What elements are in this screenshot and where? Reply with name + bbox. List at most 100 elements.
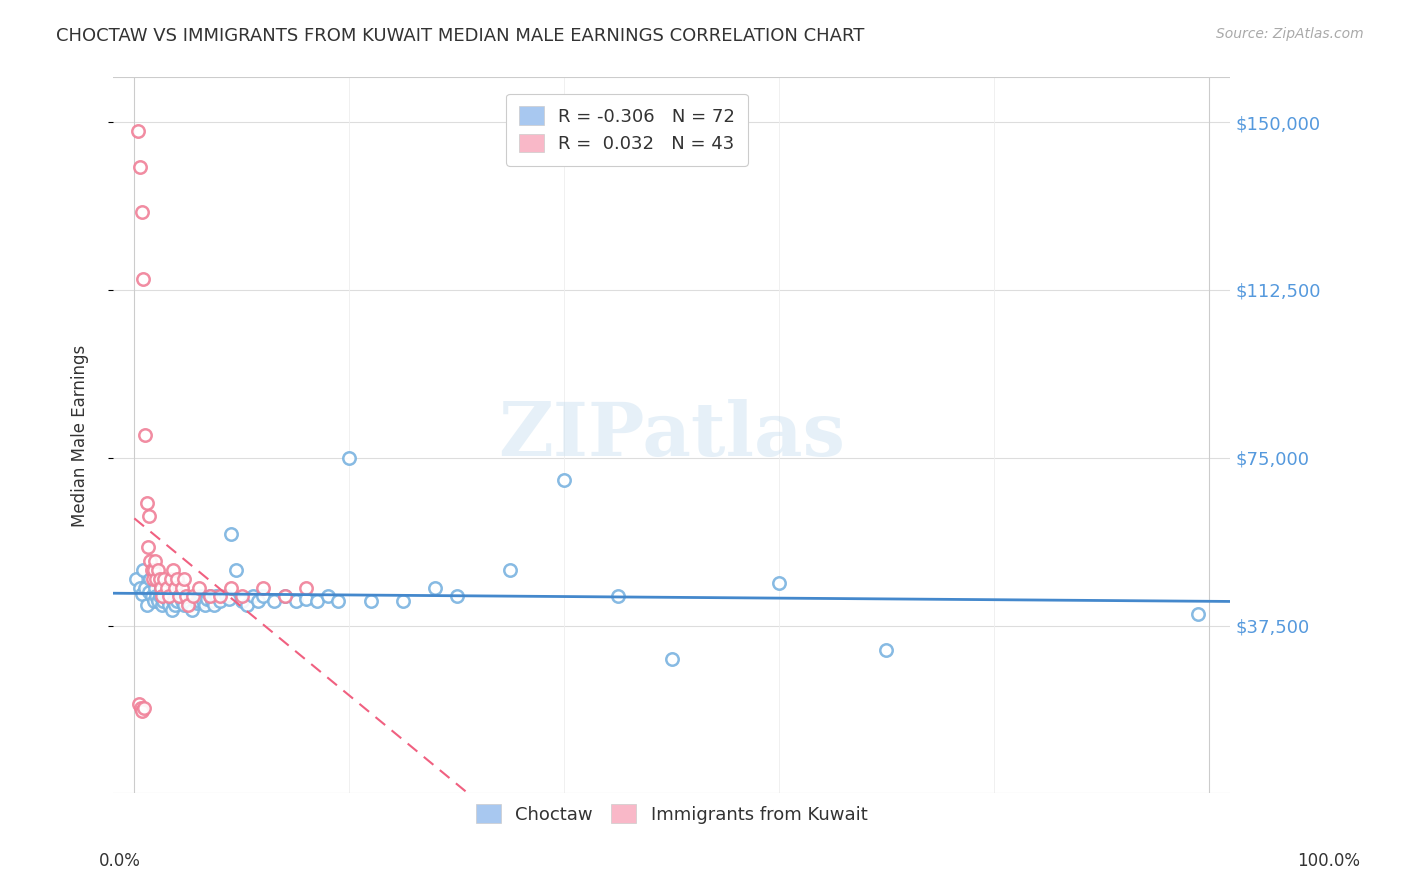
Point: [174, 590, 197, 604]
Point: [160, 572, 183, 586]
Point: [183, 590, 205, 604]
Point: [153, 572, 176, 586]
Text: 0.0%: 0.0%: [98, 852, 141, 870]
Point: [246, 594, 269, 608]
Point: [169, 590, 191, 604]
Point: [149, 572, 172, 586]
Point: [252, 590, 274, 604]
Point: [136, 495, 159, 509]
Point: [155, 581, 177, 595]
Point: [194, 599, 217, 613]
Point: [231, 590, 253, 604]
Point: [499, 563, 522, 577]
Point: [128, 160, 150, 174]
Point: [337, 450, 360, 465]
Point: [162, 594, 184, 608]
Point: [142, 572, 165, 586]
Point: [197, 591, 219, 606]
Point: [150, 590, 173, 604]
Point: [149, 590, 172, 604]
Point: [143, 554, 166, 568]
Point: [166, 572, 188, 586]
Point: [153, 590, 176, 604]
Point: [132, 701, 155, 715]
Point: [1187, 607, 1209, 622]
Point: [131, 587, 153, 601]
Point: [209, 590, 232, 604]
Point: [236, 599, 259, 613]
Point: [201, 594, 224, 608]
Point: [606, 590, 628, 604]
Point: [173, 572, 195, 586]
Point: [274, 590, 297, 604]
Point: [139, 572, 162, 586]
Point: [181, 603, 204, 617]
Point: [134, 581, 156, 595]
Point: [274, 590, 297, 604]
Point: [209, 594, 232, 608]
Point: [146, 594, 169, 608]
Point: [173, 599, 195, 613]
Point: [205, 590, 228, 604]
Point: [316, 590, 339, 604]
Point: [142, 594, 165, 608]
Point: [215, 590, 238, 604]
Point: [150, 581, 173, 595]
Point: [242, 590, 264, 604]
Point: [128, 697, 150, 711]
Point: [198, 590, 221, 604]
Point: [284, 594, 307, 608]
Point: [132, 272, 155, 286]
Point: [131, 204, 153, 219]
Point: [553, 473, 575, 487]
Point: [202, 599, 225, 613]
Point: [252, 581, 274, 595]
Point: [661, 652, 683, 666]
Point: [166, 594, 188, 608]
Point: [125, 572, 148, 586]
Point: [425, 581, 447, 595]
Point: [169, 590, 191, 604]
Point: [187, 594, 209, 608]
Text: Source: ZipAtlas.com: Source: ZipAtlas.com: [1216, 27, 1364, 41]
Point: [141, 590, 163, 604]
Point: [138, 508, 160, 523]
Point: [129, 701, 152, 715]
Point: [160, 590, 183, 604]
Point: [136, 599, 159, 613]
Point: [132, 563, 155, 577]
Point: [143, 581, 166, 595]
Point: [191, 594, 214, 608]
Point: [177, 594, 200, 608]
Text: 100.0%: 100.0%: [1298, 852, 1360, 870]
Point: [152, 594, 174, 608]
Legend: Choctaw, Immigrants from Kuwait: Choctaw, Immigrants from Kuwait: [465, 793, 879, 834]
Point: [219, 526, 242, 541]
Point: [177, 599, 200, 613]
Point: [131, 704, 153, 718]
Text: CHOCTAW VS IMMIGRANTS FROM KUWAIT MEDIAN MALE EARNINGS CORRELATION CHART: CHOCTAW VS IMMIGRANTS FROM KUWAIT MEDIAN…: [56, 27, 865, 45]
Point: [141, 563, 163, 577]
Point: [360, 594, 382, 608]
Point: [170, 594, 193, 608]
Point: [150, 599, 173, 613]
Point: [139, 554, 162, 568]
Point: [134, 428, 156, 442]
Point: [183, 594, 205, 608]
Point: [231, 594, 253, 608]
Point: [170, 581, 193, 595]
Point: [328, 594, 350, 608]
Point: [155, 591, 177, 606]
Point: [187, 581, 209, 595]
Point: [198, 590, 221, 604]
Point: [179, 599, 201, 613]
Point: [160, 603, 183, 617]
Point: [305, 594, 328, 608]
Point: [157, 599, 180, 613]
Point: [165, 581, 187, 595]
Point: [165, 599, 187, 613]
Point: [768, 576, 790, 591]
Point: [219, 581, 242, 595]
Point: [186, 596, 208, 610]
Point: [446, 590, 468, 604]
